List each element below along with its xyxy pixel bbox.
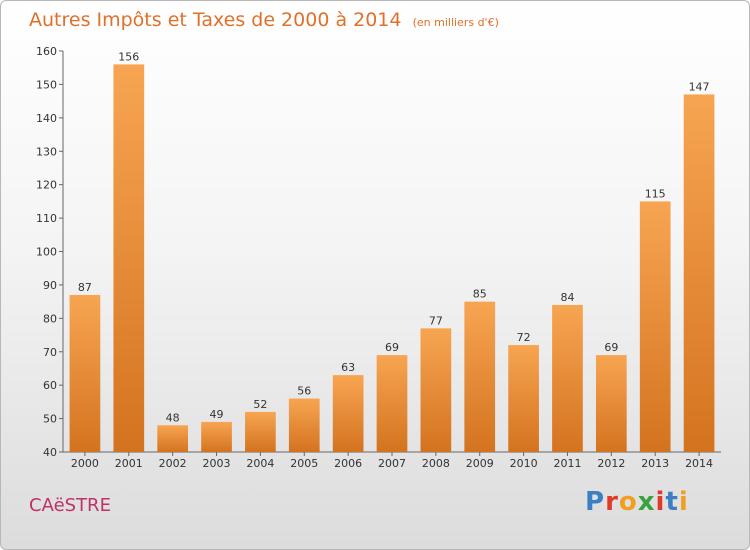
bar-value-label: 115: [645, 187, 666, 200]
bar-value-label: 87: [78, 281, 92, 294]
x-tick-label: 2009: [466, 457, 494, 470]
bar: [288, 398, 320, 452]
x-tick-label: 2002: [159, 457, 187, 470]
y-tick-label: 160: [36, 45, 57, 58]
chart-labels: 87 2000 156 2001 48 2002 49 2003 52 2004 56 2005 63 2…: [71, 50, 713, 470]
bar-value-label: 52: [253, 398, 267, 411]
y-tick-label: 120: [36, 179, 57, 192]
y-tick-label: 80: [43, 312, 57, 325]
logo-letter: r: [605, 487, 619, 517]
x-tick-label: 2011: [553, 457, 581, 470]
x-tick-label: 2003: [203, 457, 231, 470]
bar-value-label: 49: [210, 408, 224, 421]
x-tick-label: 2008: [422, 457, 450, 470]
x-tick-label: 2006: [334, 457, 362, 470]
bar: [420, 328, 452, 452]
bar: [639, 201, 671, 452]
bar: [69, 294, 101, 452]
bar-value-label: 84: [560, 291, 574, 304]
bar-value-label: 85: [473, 288, 487, 301]
bar: [552, 304, 583, 452]
y-tick-label: 60: [43, 379, 57, 392]
bar: [201, 421, 232, 452]
bar-value-label: 63: [341, 361, 355, 374]
logo-letter: t: [665, 487, 679, 517]
bar: [376, 355, 408, 452]
x-tick-label: 2007: [378, 457, 406, 470]
logo-letter: o: [618, 487, 638, 517]
y-tick-label: 40: [43, 446, 57, 459]
bar: [595, 355, 627, 452]
bar-value-label: 48: [166, 411, 180, 424]
bar-value-label: 69: [604, 341, 618, 354]
bar: [113, 64, 145, 452]
bar-value-label: 56: [297, 385, 311, 398]
chart-title: Autres Impôts et Taxes de 2000 à 2014: [29, 9, 402, 31]
bar-value-label: 72: [517, 331, 531, 344]
y-tick-label: 140: [36, 112, 57, 125]
x-tick-label: 2004: [246, 457, 274, 470]
bar: [332, 375, 364, 452]
y-tick-label: 130: [36, 145, 57, 158]
logo-letter: i: [655, 487, 666, 517]
chart-bars: [69, 64, 715, 453]
x-tick-label: 2013: [641, 457, 669, 470]
y-tick-label: 50: [43, 413, 57, 426]
x-tick-label: 2005: [290, 457, 318, 470]
bar: [683, 94, 715, 453]
x-tick-label: 2001: [115, 457, 143, 470]
x-tick-label: 2014: [685, 457, 713, 470]
y-tick-label: 90: [43, 279, 57, 292]
y-tick-label: 100: [36, 246, 57, 259]
bar-value-label: 69: [385, 341, 399, 354]
bar-value-label: 156: [118, 50, 139, 63]
chart-title-block: Autres Impôts et Taxes de 2000 à 2014 (e…: [29, 9, 499, 31]
x-tick-label: 2012: [597, 457, 625, 470]
commune-name: CAëSTRE: [29, 495, 111, 516]
y-tick-label: 70: [43, 346, 57, 359]
bar-value-label: 77: [429, 314, 443, 327]
logo-letter: i: [678, 487, 689, 517]
bar: [508, 345, 539, 452]
y-tick-label: 150: [36, 78, 57, 91]
bar: [464, 301, 496, 452]
bar: [157, 425, 189, 452]
proxiti-logo[interactable]: Proxiti: [585, 487, 689, 517]
logo-letter: x: [637, 487, 656, 517]
chart-subtitle: (en milliers d'€): [412, 16, 499, 29]
y-tick-label: 110: [36, 212, 57, 225]
x-tick-label: 2010: [510, 457, 538, 470]
bar-value-label: 147: [689, 80, 710, 93]
logo-letter: P: [585, 487, 606, 517]
bar: [245, 411, 276, 452]
x-tick-label: 2000: [71, 457, 99, 470]
